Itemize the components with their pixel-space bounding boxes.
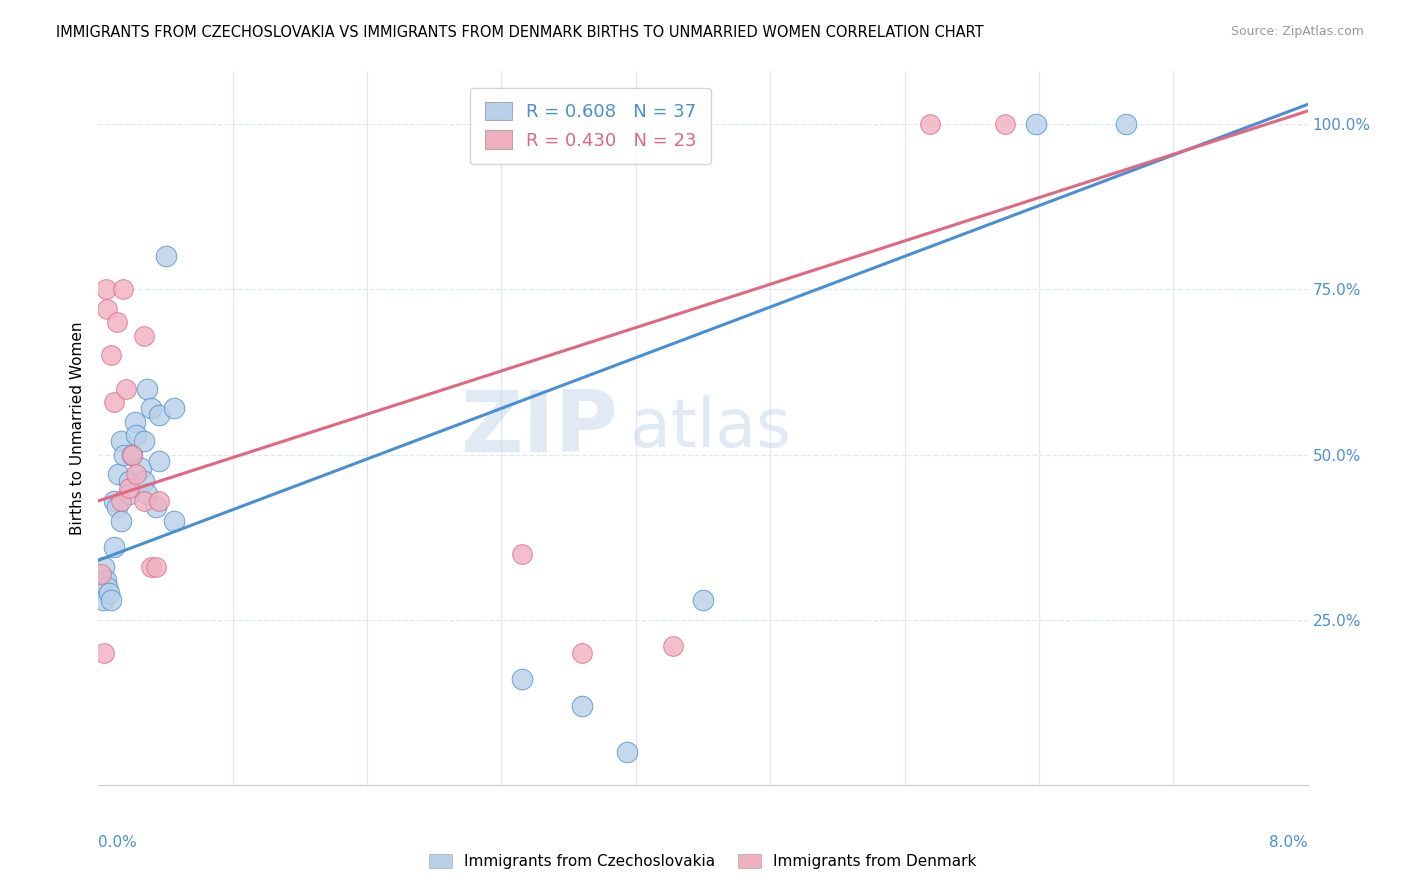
Point bbox=[96, 580, 118, 594]
Point bbox=[132, 493, 155, 508]
Point bbox=[91, 593, 114, 607]
Point bbox=[132, 474, 155, 488]
Point bbox=[132, 328, 155, 343]
Point bbox=[163, 514, 186, 528]
Point bbox=[118, 487, 141, 501]
Point bbox=[155, 249, 177, 263]
Point bbox=[125, 467, 148, 482]
Point bbox=[94, 282, 117, 296]
Point bbox=[103, 493, 125, 508]
Point bbox=[163, 401, 186, 416]
Point bbox=[510, 672, 533, 686]
Point bbox=[135, 382, 157, 396]
Point bbox=[918, 117, 941, 131]
Point bbox=[110, 493, 132, 508]
Point bbox=[105, 315, 128, 329]
Point bbox=[93, 646, 115, 660]
Point bbox=[510, 547, 533, 561]
Point bbox=[1025, 117, 1047, 131]
Point bbox=[661, 639, 683, 653]
Point bbox=[141, 401, 163, 416]
Legend: Immigrants from Czechoslovakia, Immigrants from Denmark: Immigrants from Czechoslovakia, Immigran… bbox=[423, 848, 983, 875]
Text: atlas: atlas bbox=[630, 395, 792, 461]
Point bbox=[110, 434, 132, 449]
Point bbox=[100, 349, 122, 363]
Point bbox=[105, 500, 128, 515]
Text: IMMIGRANTS FROM CZECHOSLOVAKIA VS IMMIGRANTS FROM DENMARK BIRTHS TO UNMARRIED WO: IMMIGRANTS FROM CZECHOSLOVAKIA VS IMMIGR… bbox=[56, 25, 984, 40]
Text: Source: ZipAtlas.com: Source: ZipAtlas.com bbox=[1230, 25, 1364, 38]
Point bbox=[571, 698, 593, 713]
Point bbox=[132, 434, 155, 449]
Point bbox=[96, 302, 118, 317]
Point bbox=[107, 467, 129, 482]
Point bbox=[118, 474, 141, 488]
Point bbox=[121, 448, 143, 462]
Text: 0.0%: 0.0% bbox=[98, 835, 138, 850]
Point bbox=[100, 593, 122, 607]
Point bbox=[114, 382, 136, 396]
Point bbox=[90, 580, 112, 594]
Text: 8.0%: 8.0% bbox=[1268, 835, 1308, 850]
Point bbox=[124, 415, 146, 429]
Point bbox=[994, 117, 1017, 131]
Point bbox=[148, 408, 170, 422]
Point bbox=[110, 514, 132, 528]
Point bbox=[125, 427, 148, 442]
Point bbox=[148, 454, 170, 468]
Point bbox=[145, 500, 167, 515]
Point bbox=[118, 481, 141, 495]
Point bbox=[112, 448, 135, 462]
Legend: R = 0.608   N = 37, R = 0.430   N = 23: R = 0.608 N = 37, R = 0.430 N = 23 bbox=[470, 87, 711, 164]
Point bbox=[98, 586, 121, 600]
Point bbox=[571, 646, 593, 660]
Point bbox=[111, 282, 134, 296]
Point bbox=[90, 566, 112, 581]
Point bbox=[616, 745, 638, 759]
Point bbox=[141, 560, 163, 574]
Point bbox=[692, 593, 714, 607]
Point bbox=[93, 560, 115, 574]
Point bbox=[145, 560, 167, 574]
Point bbox=[1115, 117, 1137, 131]
Point bbox=[129, 460, 152, 475]
Point bbox=[121, 448, 143, 462]
Text: ZIP: ZIP bbox=[461, 386, 619, 470]
Point bbox=[103, 540, 125, 554]
Point bbox=[135, 487, 157, 501]
Point bbox=[103, 394, 125, 409]
Y-axis label: Births to Unmarried Women: Births to Unmarried Women bbox=[69, 321, 84, 535]
Point bbox=[94, 573, 117, 587]
Point bbox=[148, 493, 170, 508]
